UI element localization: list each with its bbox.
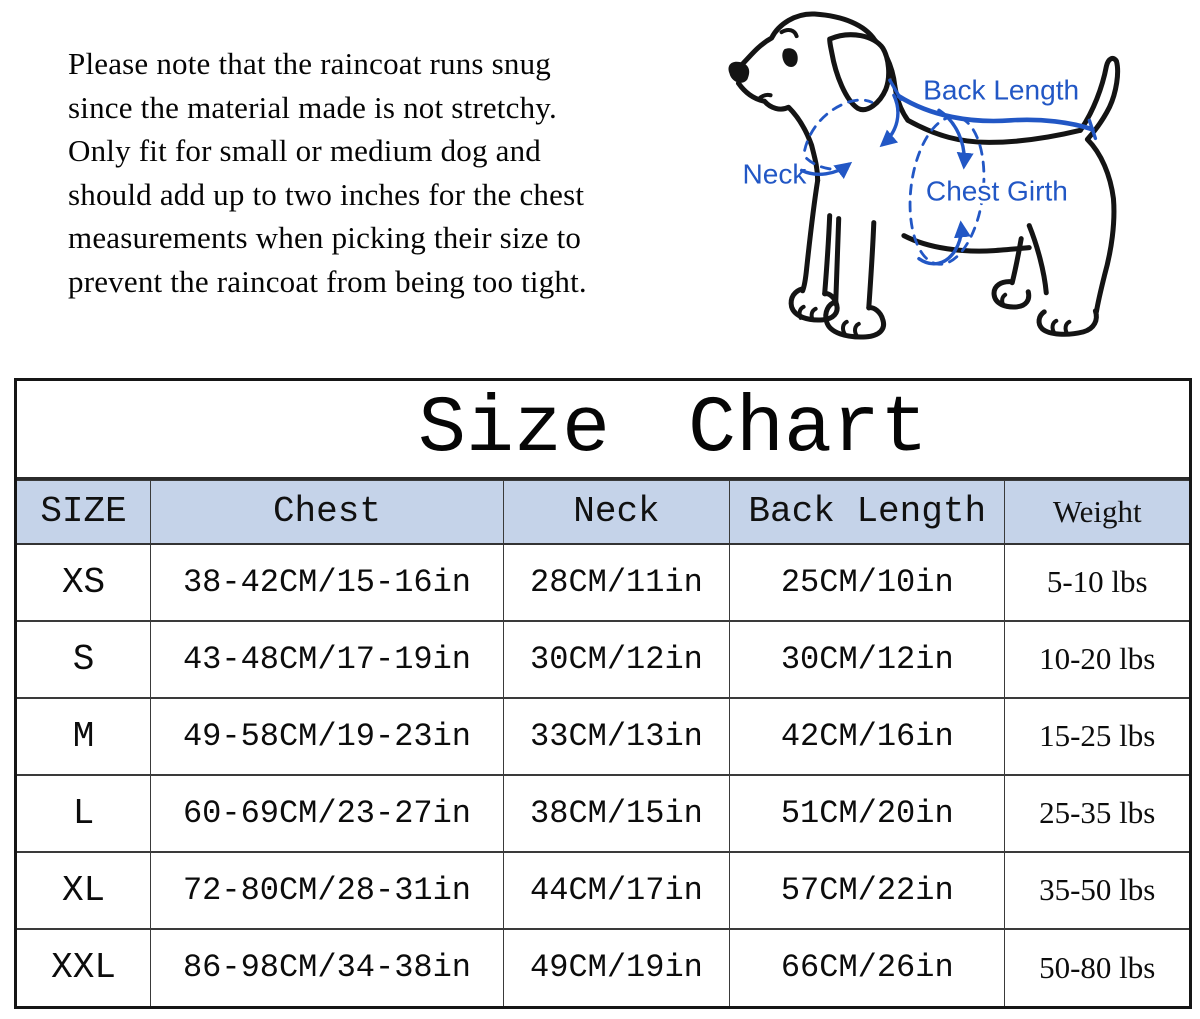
cell-size: S bbox=[17, 619, 152, 699]
column-header-back-length: Back Length bbox=[729, 480, 1006, 545]
table-row-l: L 60-69CM/23-27in 38CM/15in 51CM/20in 25… bbox=[17, 773, 1189, 853]
cell-weight: 15-25 lbs bbox=[1004, 696, 1189, 776]
cell-neck: 33CM/13in bbox=[502, 696, 731, 776]
cell-weight: 50-80 lbs bbox=[1004, 927, 1189, 1006]
table-row-xxl: XXL 86-98CM/34-38in 49CM/19in 66CM/26in … bbox=[17, 927, 1189, 1006]
column-header-size: SIZE bbox=[17, 480, 152, 545]
neck-dashed-line bbox=[803, 98, 874, 152]
cell-size: XL bbox=[17, 850, 152, 930]
cell-back-length: 66CM/26in bbox=[729, 927, 1006, 1006]
product-note: Please note that the raincoat runs snug … bbox=[68, 46, 587, 299]
back-length-line bbox=[896, 93, 1095, 132]
cell-chest: 43-48CM/17-19in bbox=[150, 619, 504, 699]
chest-girth-arrow-top bbox=[937, 108, 974, 170]
cell-weight: 5-10 lbs bbox=[1004, 542, 1189, 622]
table-row-s: S 43-48CM/17-19in 30CM/12in 30CM/12in 10… bbox=[17, 619, 1189, 699]
cell-back-length: 42CM/16in bbox=[729, 696, 1006, 776]
cell-back-length: 51CM/20in bbox=[729, 773, 1006, 853]
measurement-annotations: Back Length Neck Chest Girth bbox=[742, 74, 1098, 266]
cell-neck: 28CM/11in bbox=[502, 542, 731, 622]
cell-back-length: 30CM/12in bbox=[729, 619, 1006, 699]
chest-girth-arrow-bottom bbox=[917, 220, 971, 266]
column-header-neck: Neck bbox=[502, 480, 731, 545]
cell-weight: 25-35 lbs bbox=[1004, 773, 1189, 853]
dog-nose bbox=[728, 61, 750, 83]
cell-neck: 44CM/17in bbox=[502, 850, 731, 930]
table-row-xl: XL 72-80CM/28-31in 44CM/17in 57CM/22in 3… bbox=[17, 850, 1189, 930]
cell-neck: 49CM/19in bbox=[502, 927, 731, 1006]
neck-label: Neck bbox=[742, 158, 807, 189]
back-length-label: Back Length bbox=[923, 74, 1079, 105]
cell-size: XS bbox=[17, 542, 152, 622]
dog-measurement-diagram: Back Length Neck Chest Girth bbox=[698, 0, 1200, 376]
cell-neck: 38CM/15in bbox=[502, 773, 731, 853]
chest-girth-label: Chest Girth bbox=[926, 176, 1068, 207]
cell-back-length: 25CM/10in bbox=[729, 542, 1006, 622]
neck-arrow bbox=[799, 161, 853, 179]
dog-outline-drawing bbox=[728, 11, 1121, 340]
table-row-xs: XS 38-42CM/15-16in 28CM/11in 25CM/10in 5… bbox=[17, 542, 1189, 622]
table-row-m: M 49-58CM/19-23in 33CM/13in 42CM/16in 15… bbox=[17, 696, 1189, 776]
cell-back-length: 57CM/22in bbox=[729, 850, 1006, 930]
cell-chest: 38-42CM/15-16in bbox=[150, 542, 504, 622]
cell-size: XXL bbox=[17, 927, 152, 1006]
cell-chest: 60-69CM/23-27in bbox=[150, 773, 504, 853]
dog-eye bbox=[782, 48, 798, 68]
column-header-weight: Weight bbox=[1004, 480, 1189, 545]
header-row: SIZE Chest Neck Back Length Weight bbox=[17, 480, 1189, 545]
size-chart-table: SIZE Chest Neck Back Length Weight XS 38… bbox=[17, 480, 1189, 1006]
column-header-chest: Chest bbox=[150, 480, 504, 545]
dog-ear bbox=[827, 32, 892, 112]
size-chart-title: Size Chart bbox=[17, 381, 1189, 480]
dog-diagram-svg: Back Length Neck Chest Girth bbox=[728, 11, 1121, 340]
cell-weight: 10-20 lbs bbox=[1004, 619, 1189, 699]
cell-chest: 49-58CM/19-23in bbox=[150, 696, 504, 776]
size-chart: Size Chart SIZE Chest Neck Back Length W… bbox=[14, 378, 1192, 1009]
cell-weight: 35-50 lbs bbox=[1004, 850, 1189, 930]
cell-chest: 86-98CM/34-38in bbox=[150, 927, 504, 1006]
cell-neck: 30CM/12in bbox=[502, 619, 731, 699]
cell-chest: 72-80CM/28-31in bbox=[150, 850, 504, 930]
cell-size: M bbox=[17, 696, 152, 776]
cell-size: L bbox=[17, 773, 152, 853]
